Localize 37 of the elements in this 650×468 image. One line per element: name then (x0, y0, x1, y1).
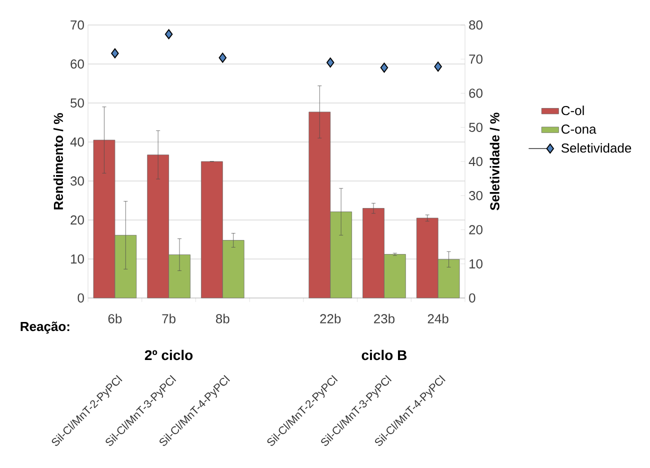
y2-tick-label: 80 (469, 20, 482, 30)
legend-label: C-ol (562, 106, 584, 116)
y-tick-label: 50 (70, 98, 84, 108)
point (434, 62, 442, 72)
point (164, 29, 173, 40)
y-tick-label: 40 (70, 137, 84, 147)
x-tick-label: 23b (374, 314, 394, 324)
y-tick-label: 30 (70, 176, 84, 186)
point (218, 52, 227, 63)
y2-tick-label: 60 (469, 88, 482, 98)
y2-tick-label: 0 (469, 293, 476, 303)
text: 2º ciclo (144, 350, 193, 360)
y2-tick-label: 50 (469, 122, 482, 132)
y-tick-label: 10 (71, 254, 84, 264)
y-tick-label: 0 (78, 293, 84, 303)
point (326, 58, 334, 68)
y2-tick-label: 40 (468, 156, 482, 166)
legend-label: Seletividade (561, 143, 632, 153)
y2-tick-label: 30 (469, 191, 482, 200)
x-tick-label: 22b (320, 314, 341, 324)
y-axis-title: Rendimento / % (53, 113, 64, 210)
y2-axis-title: Seletividade / % (490, 112, 500, 210)
text: Reação: (20, 322, 70, 334)
y2-tick-label: 20 (469, 225, 482, 234)
point (380, 62, 388, 73)
x-tick-label: 24b (428, 314, 448, 324)
legend-label: C-ona (562, 124, 596, 134)
x-tick-label: 6b (108, 314, 122, 324)
y2-tick-label: 10 (470, 259, 482, 268)
y2-tick-label: 70 (469, 54, 482, 64)
x-tick-label: 8b (216, 314, 230, 324)
point (111, 48, 119, 58)
text: ciclo B (362, 350, 407, 360)
y-tick-label: 60 (70, 59, 84, 69)
x-tick-label: 7b (162, 314, 176, 324)
y-tick-label: 20 (70, 215, 84, 225)
y-tick-label: 70 (70, 20, 84, 30)
